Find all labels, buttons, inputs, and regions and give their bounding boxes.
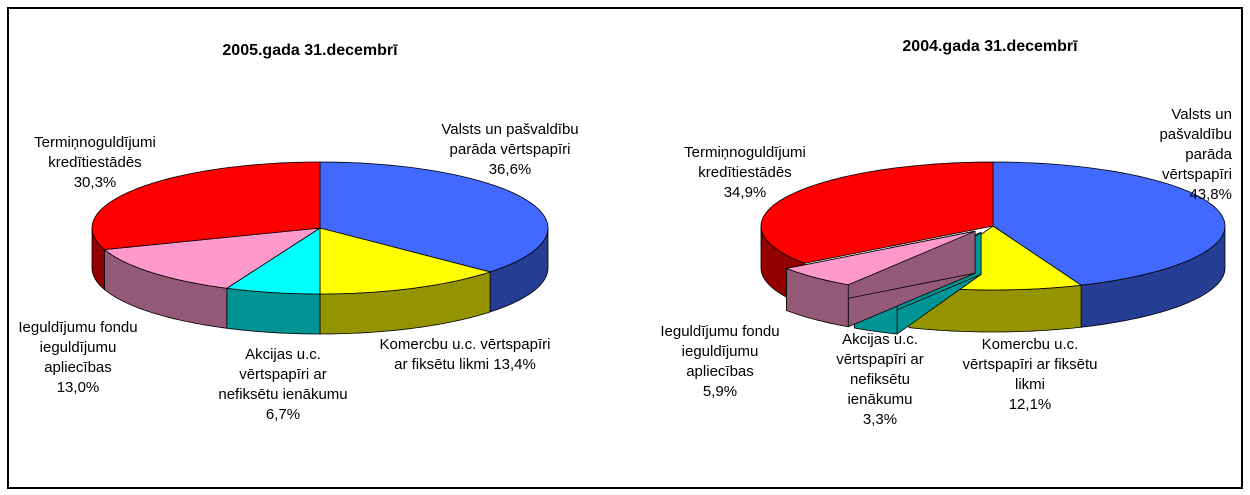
value-label: 13,0% — [56, 379, 100, 396]
value-label: 30,3% — [73, 174, 117, 191]
category-label: Akcijas u.c. vērtspapīri ar nefiksētu ie… — [218, 346, 348, 403]
value-label: 13,4% — [493, 356, 536, 373]
slice-label: Komercbu u.c. vērtspapīri ar fiksētu lik… — [955, 335, 1105, 415]
category-label: Termiņnoguldījumi kredītiestādēs — [34, 134, 156, 171]
category-label: Komercbu u.c. vērtspapīri ar fiksētu lik… — [379, 336, 551, 373]
value-label: 6,7% — [265, 406, 301, 423]
value-label: 5,9% — [702, 383, 738, 400]
slice-label: Ieguldījumu fondu ieguldījumu apliecības… — [8, 318, 148, 398]
value-label: 43,8% — [1189, 186, 1232, 203]
slice-label: Valsts un pašvaldību parāda vērtspapīri 4… — [1142, 105, 1232, 205]
value-label: 3,3% — [862, 411, 898, 428]
slice-label: Termiņnoguldījumi kredītiestādēs 34,9% — [670, 143, 820, 203]
chart-frame — [7, 7, 1243, 489]
slice — [103, 227, 321, 289]
slice — [760, 161, 994, 264]
category-label: Termiņnoguldījumi kredītiestādēs — [684, 144, 806, 181]
slice — [992, 161, 1226, 286]
slice-label: Ieguldījumu fondu ieguldījumu apliecības… — [660, 322, 780, 402]
category-label: Akcijas u.c. vērtspapīri ar nefiksētu ie… — [836, 331, 924, 408]
slice-label: Akcijas u.c. vērtspapīri ar nefiksētu ie… — [830, 330, 930, 430]
slice-label: Valsts un pašvaldību parāda vērtspapīri 3… — [425, 120, 595, 180]
slice-label: Komercbu u.c. vērtspapīri ar fiksētu lik… — [378, 335, 553, 375]
slice — [785, 230, 976, 286]
category-label: Valsts un pašvaldību parāda vērtspapīri — [441, 121, 579, 158]
slice — [319, 227, 492, 295]
category-label: Ieguldījumu fondu ieguldījumu apliecības — [660, 323, 780, 380]
slice-side — [226, 287, 321, 335]
category-label: Komercbu u.c. vērtspapīri ar fiksētu lik… — [962, 336, 1098, 393]
slice-label: Akcijas u.c. vērtspapīri ar nefiksētu ie… — [208, 345, 358, 425]
chart-title: 2005.gada 31.decembrī — [222, 42, 398, 59]
value-label: 34,9% — [723, 184, 767, 201]
value-label: 12,1% — [1008, 396, 1052, 413]
category-label: Valsts un pašvaldību parāda vērtspapīri — [1159, 106, 1232, 183]
slice — [91, 161, 321, 250]
chart-title: 2004.gada 31.decembrī — [902, 38, 1078, 55]
value-label: 36,6% — [488, 161, 532, 178]
slice-label: Termiņnoguldījumi kredītiestādēs 30,3% — [13, 133, 178, 193]
slice — [225, 227, 321, 295]
slice — [319, 161, 549, 273]
category-label: Ieguldījumu fondu ieguldījumu apliecības — [18, 319, 138, 376]
